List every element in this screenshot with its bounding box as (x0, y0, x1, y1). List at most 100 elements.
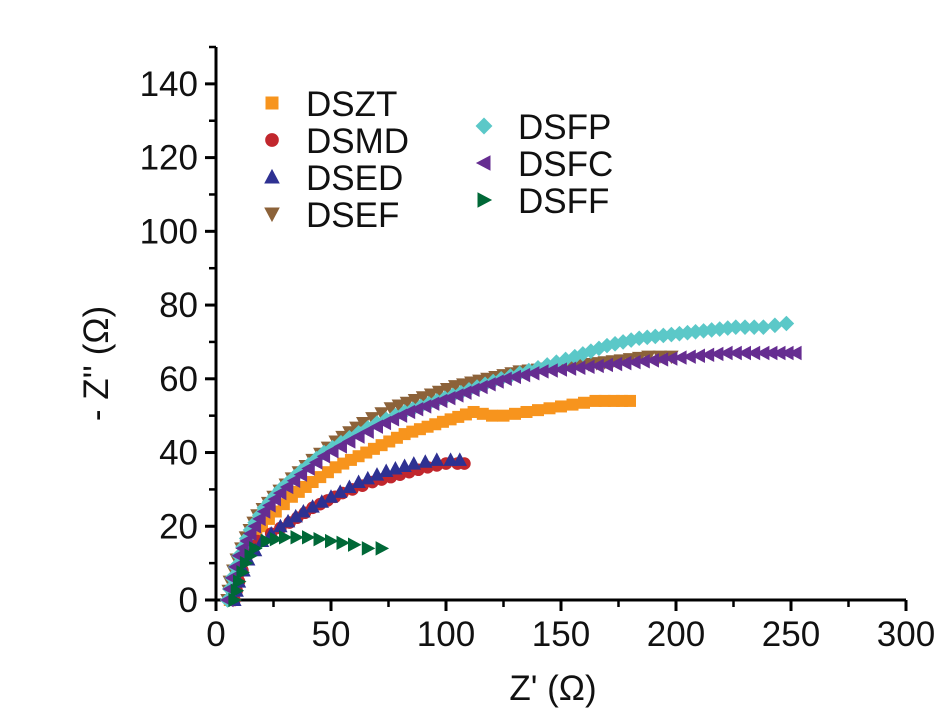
data-point (333, 439, 347, 454)
data-point (535, 364, 549, 379)
data-point (578, 396, 590, 409)
data-point (293, 467, 308, 482)
data-point (654, 352, 669, 367)
data-point (243, 526, 257, 541)
data-point (507, 369, 521, 385)
series-dsfp (219, 315, 795, 608)
data-point (636, 354, 650, 369)
y-tick-label: 60 (159, 360, 198, 399)
data-point (341, 434, 356, 449)
data-point (308, 455, 323, 470)
data-point (772, 345, 786, 361)
legend-item-dsef: DSEF (264, 196, 399, 235)
x-tick-label: 250 (762, 615, 820, 654)
data-point (290, 530, 304, 545)
legend-item-dsfc: DSFC (475, 145, 613, 184)
data-point (679, 324, 696, 341)
series-dsfc (220, 345, 802, 608)
data-point (566, 398, 579, 411)
legend-label: DSZT (306, 85, 397, 124)
data-point (431, 385, 447, 400)
legend-label: DSFF (518, 182, 609, 221)
data-point (755, 319, 772, 335)
ticks: 0 50 100 150 200 250 300 0 20 40 60 80 100 120 140 (140, 45, 935, 654)
legend-label: DSFC (518, 145, 613, 184)
data-point (589, 394, 602, 407)
data-point (598, 394, 611, 407)
data-point (746, 319, 762, 335)
data-point (351, 429, 365, 444)
y-tick-label: 120 (140, 139, 198, 178)
data-point (557, 351, 574, 368)
data-point (262, 498, 276, 513)
x-tick-label: 50 (312, 615, 351, 654)
series-layer (219, 315, 802, 608)
data-point (448, 380, 463, 394)
data-point (280, 513, 296, 528)
data-point (296, 504, 311, 518)
data-point (467, 405, 480, 418)
legend-marker (265, 133, 279, 147)
data-point (267, 492, 282, 507)
data-point (375, 541, 390, 556)
data-point (532, 404, 544, 417)
data-point (325, 444, 339, 459)
data-point (443, 452, 458, 466)
data-point (608, 356, 623, 372)
data-point (525, 366, 540, 381)
data-point (624, 394, 636, 407)
x-tick-label: 200 (647, 615, 705, 654)
data-point (627, 355, 641, 370)
data-point (279, 530, 293, 545)
data-point (575, 346, 591, 362)
y-tick-label: 80 (159, 286, 198, 325)
data-point (323, 489, 339, 503)
data-point (314, 494, 329, 508)
data-point (356, 417, 371, 431)
y-tick-label: 0 (179, 581, 198, 620)
data-point (383, 402, 398, 416)
data-point (581, 359, 595, 375)
data-point (544, 363, 558, 378)
data-point (476, 407, 489, 420)
y-tick-label: 100 (140, 212, 198, 251)
data-point (755, 345, 770, 361)
data-point (709, 346, 724, 362)
y-tick-label: 20 (159, 507, 198, 546)
data-point (316, 449, 331, 464)
data-point (252, 511, 266, 527)
data-point (325, 533, 339, 549)
data-point (520, 405, 533, 418)
data-point (571, 360, 586, 375)
data-point (562, 361, 577, 376)
legend-label: DSEF (306, 196, 399, 235)
data-point (418, 454, 433, 468)
data-point (407, 393, 423, 408)
legend-marker (265, 96, 279, 110)
y-tick-label: 40 (159, 434, 198, 473)
data-point (464, 376, 479, 390)
legend-label: DSED (306, 159, 403, 198)
data-point (260, 533, 275, 549)
data-point (233, 574, 247, 589)
y-axis-label: - Z'' (Ω) (77, 306, 116, 421)
data-point (719, 320, 736, 336)
data-point (555, 400, 567, 413)
data-point (763, 345, 778, 361)
data-point (374, 407, 389, 421)
data-point (452, 452, 467, 466)
data-point (391, 399, 407, 414)
data-point (617, 355, 632, 371)
legend-label: DSMD (306, 122, 409, 161)
data-point (360, 424, 374, 439)
data-point (472, 374, 487, 389)
legend-item-dszt: DSZT (265, 85, 397, 124)
data-point (509, 407, 521, 420)
data-point (682, 349, 696, 364)
data-point (236, 565, 250, 580)
data-point (351, 474, 366, 489)
data-point (439, 382, 455, 397)
legend-item-dsff: DSFF (477, 182, 609, 221)
data-point (639, 329, 656, 346)
